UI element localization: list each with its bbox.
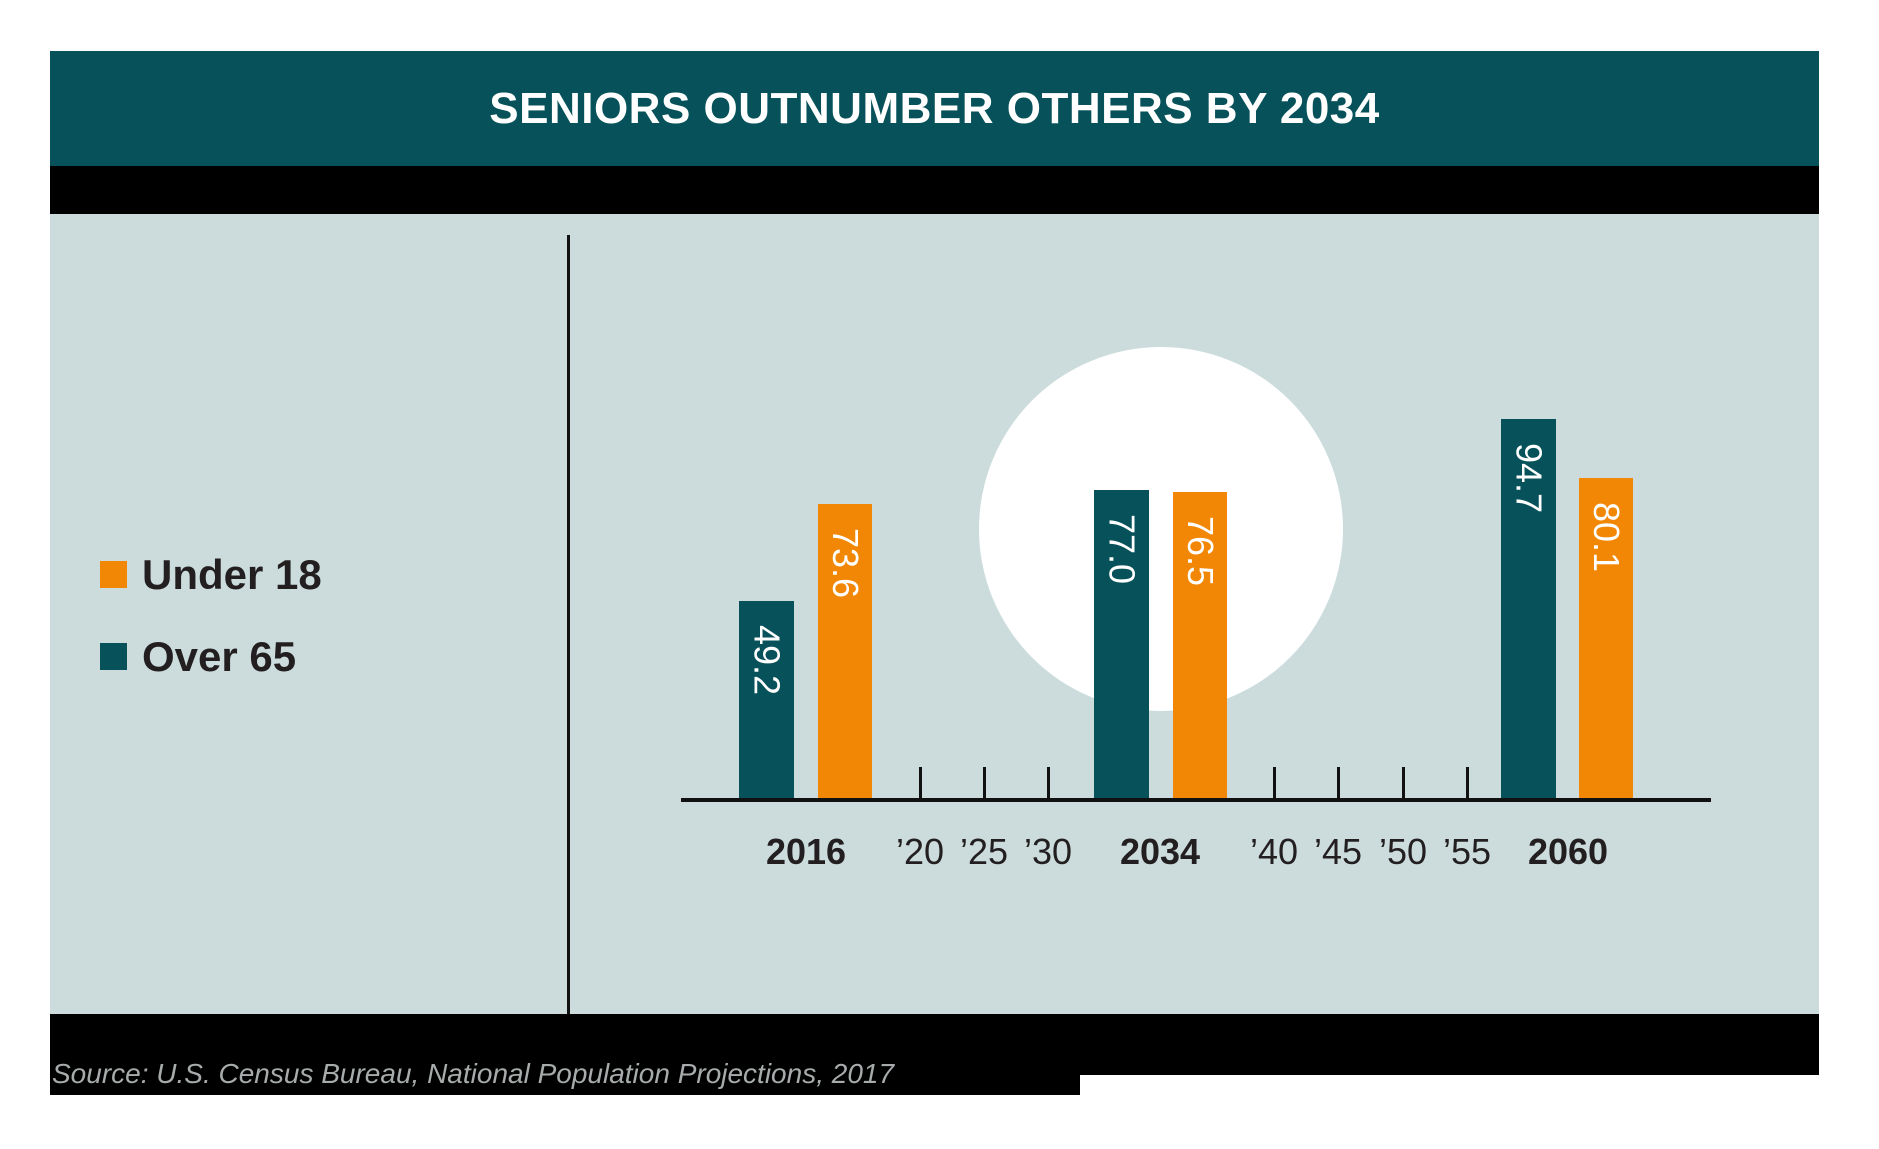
x-tick-label: ’20: [895, 831, 945, 872]
legend-item-under-18: Under 18: [100, 553, 322, 595]
axis-tick: [983, 767, 986, 798]
bar-value-label: 76.5: [1180, 516, 1221, 587]
x-axis-label-2060: 2060: [1527, 831, 1609, 872]
x-axis-line: [681, 798, 1711, 802]
legend: Under 18 Over 65: [100, 553, 322, 725]
legend-label-over-65: Over 65: [142, 632, 297, 680]
legend-swatch-under-18: [100, 561, 127, 588]
legend-chart-divider: [567, 235, 570, 1014]
bar-value-label: 73.6: [825, 528, 866, 599]
bottom-band: Source: U.S. Census Bureau, National Pop…: [50, 1014, 1819, 1095]
header-bar: SENIORS OUTNUMBER OTHERS BY 2034: [50, 51, 1819, 166]
x-tick-label: ’55: [1442, 831, 1492, 872]
bar-value-label: 49.2: [746, 625, 788, 696]
bar-value-label: 77.0: [1101, 514, 1143, 585]
source-box: Source: U.S. Census Bureau, National Pop…: [50, 1014, 1080, 1095]
x-axis-label-2034: 2034: [1119, 831, 1201, 872]
axis-tick: [1047, 767, 1050, 798]
bar-over65-2034: 77.0: [1094, 490, 1149, 798]
x-tick-label: ’30: [1023, 831, 1073, 872]
x-axis-label-2016: 2016: [765, 831, 847, 872]
legend-swatch-over-65: [100, 643, 127, 670]
bar-value-label: 80.1: [1586, 502, 1627, 573]
content-column: SENIORS OUTNUMBER OTHERS BY 2034 Under 1…: [50, 51, 1819, 1095]
legend-item-over-65: Over 65: [100, 635, 322, 677]
axis-tick: [1466, 767, 1469, 798]
chart-area: Under 18 Over 65 ’20 ’25 ’30 ’40 ’45 ’50 ’55 49…: [50, 214, 1819, 1014]
x-tick-label: ’25: [959, 831, 1009, 872]
x-tick-label: ’45: [1313, 831, 1363, 872]
page-title: SENIORS OUTNUMBER OTHERS BY 2034: [489, 83, 1380, 133]
source-text: Source: U.S. Census Bureau, National Pop…: [52, 1058, 895, 1090]
bar-value-label: 94.7: [1508, 443, 1550, 514]
bar-under18-2016: 73.6: [818, 504, 872, 798]
axis-tick: [1337, 767, 1340, 798]
x-tick-label: ’40: [1249, 831, 1299, 872]
highlight-circle-2034: [979, 347, 1343, 711]
bar-over65-2060: 94.7: [1501, 419, 1556, 798]
axis-tick: [1402, 767, 1405, 798]
bar-over65-2016: 49.2: [739, 601, 794, 798]
legend-label-under-18: Under 18: [142, 550, 322, 598]
bar-under18-2034: 76.5: [1173, 492, 1227, 798]
x-tick-label: ’50: [1378, 831, 1428, 872]
axis-tick: [1273, 767, 1276, 798]
bar-under18-2060: 80.1: [1579, 478, 1633, 798]
axis-tick: [919, 767, 922, 798]
header-divider-strip: [50, 166, 1819, 214]
